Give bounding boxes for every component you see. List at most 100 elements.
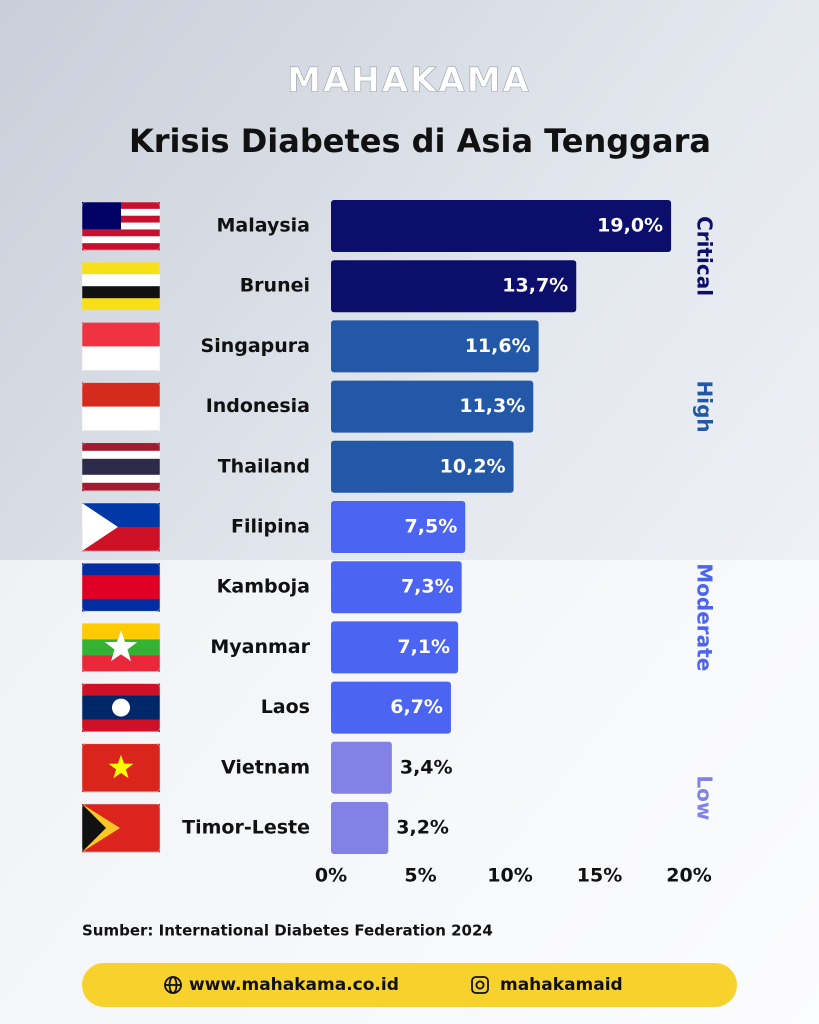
category-label: Myanmar bbox=[210, 636, 310, 658]
instagram-icon bbox=[471, 976, 489, 994]
flag-star bbox=[104, 630, 138, 662]
bar bbox=[331, 681, 451, 734]
bar bbox=[331, 200, 672, 252]
category-label: Filipina bbox=[231, 516, 310, 538]
flag-stripe bbox=[82, 474, 160, 484]
brand-logo: MAHAKAMA bbox=[287, 61, 531, 101]
flag-star bbox=[108, 754, 134, 779]
flag-border bbox=[81, 803, 161, 853]
bar bbox=[331, 380, 534, 433]
flag-stripe bbox=[82, 655, 160, 672]
flag-stripe bbox=[82, 286, 160, 299]
flag-border bbox=[81, 442, 161, 492]
flag-stripe bbox=[82, 442, 160, 452]
flag bbox=[81, 322, 161, 371]
flag-border bbox=[81, 623, 161, 672]
flag-stripe bbox=[82, 346, 160, 371]
category-label: Malaysia bbox=[216, 215, 310, 237]
flag bbox=[81, 803, 161, 853]
flag-stripe bbox=[82, 599, 160, 612]
bar bbox=[331, 741, 392, 794]
value-label: 11,6% bbox=[465, 335, 531, 357]
flag-border bbox=[81, 382, 161, 431]
tier-label: Low bbox=[693, 775, 717, 820]
x-tick-label: 0% bbox=[315, 865, 347, 887]
flag-stripe bbox=[82, 406, 160, 431]
x-tick-label: 10% bbox=[487, 865, 532, 887]
x-tick-label: 5% bbox=[404, 865, 436, 887]
bar bbox=[331, 501, 466, 553]
flag-stripe bbox=[82, 236, 160, 244]
tier-label: Moderate bbox=[693, 563, 717, 671]
category-label: Indonesia bbox=[206, 395, 310, 417]
value-label: 3,2% bbox=[396, 817, 449, 839]
tier-label: High bbox=[693, 381, 717, 433]
x-tick-label: 15% bbox=[577, 865, 622, 887]
instagram[interactable]: mahakamaid bbox=[500, 975, 623, 995]
flag-stripe bbox=[82, 298, 160, 311]
flag-stripe bbox=[82, 466, 160, 476]
bar bbox=[331, 802, 389, 854]
flag-stripe bbox=[82, 587, 160, 600]
source: Sumber: International Diabetes Federatio… bbox=[82, 922, 493, 940]
flag bbox=[81, 201, 161, 251]
website[interactable]: www.mahakama.co.id bbox=[189, 975, 399, 995]
flag-stripe bbox=[82, 563, 160, 576]
bar bbox=[331, 561, 462, 614]
flag-border bbox=[81, 562, 161, 612]
value-label: 6,7% bbox=[390, 696, 443, 718]
flag bbox=[81, 382, 161, 431]
category-label: Laos bbox=[261, 696, 310, 718]
chart-title: Krisis Diabetes di Asia Tenggara bbox=[129, 122, 711, 160]
category-label: Timor-Leste bbox=[182, 817, 310, 839]
tier-label: Critical bbox=[693, 216, 717, 296]
category-label: Brunei bbox=[240, 275, 310, 297]
flag-stripe bbox=[82, 450, 160, 460]
flag-canton bbox=[82, 202, 121, 230]
flag bbox=[81, 743, 161, 793]
flag-circle bbox=[112, 698, 130, 717]
flag-stripe bbox=[82, 229, 160, 237]
footer-bar bbox=[82, 963, 737, 1007]
value-label: 3,4% bbox=[400, 756, 453, 778]
bar bbox=[331, 320, 539, 373]
flag-triangle bbox=[82, 503, 118, 551]
value-label: 7,3% bbox=[401, 576, 454, 598]
flag-border bbox=[81, 502, 161, 552]
flag-border bbox=[81, 683, 161, 732]
flag-border bbox=[81, 201, 161, 251]
value-label: 13,7% bbox=[502, 275, 568, 297]
flag-triangle bbox=[82, 804, 106, 852]
bar bbox=[331, 260, 577, 313]
plot: Malaysia Brunei Singapura Indonesia Thailand… bbox=[81, 200, 717, 887]
value-label: 7,5% bbox=[405, 516, 458, 538]
category-label: Vietnam bbox=[221, 756, 310, 778]
category-label: Kamboja bbox=[217, 576, 310, 598]
category-label: Thailand bbox=[218, 455, 310, 477]
flag-stripe bbox=[82, 382, 160, 407]
flag-stripe bbox=[82, 458, 160, 468]
flag-border bbox=[81, 261, 161, 311]
flag-stripe bbox=[82, 683, 160, 696]
category-label: Singapura bbox=[201, 335, 310, 357]
value-label: 19,0% bbox=[597, 215, 663, 237]
flag-stripe bbox=[82, 262, 160, 275]
flag bbox=[81, 683, 161, 732]
value-label: 11,3% bbox=[459, 395, 525, 417]
flag-stripe bbox=[82, 274, 160, 287]
flag-stripe bbox=[82, 482, 160, 492]
flag bbox=[81, 442, 161, 492]
x-tick-label: 20% bbox=[666, 865, 711, 887]
bar bbox=[331, 621, 459, 674]
globe-icon bbox=[164, 976, 182, 994]
flag bbox=[81, 623, 161, 672]
bar bbox=[331, 440, 514, 493]
flag-border bbox=[81, 743, 161, 793]
flag-stripe bbox=[82, 243, 160, 251]
flag bbox=[81, 562, 161, 612]
flag bbox=[81, 261, 161, 311]
value-label: 7,1% bbox=[397, 636, 450, 658]
flag-stripe bbox=[82, 575, 160, 588]
flag-stripe bbox=[82, 719, 160, 732]
